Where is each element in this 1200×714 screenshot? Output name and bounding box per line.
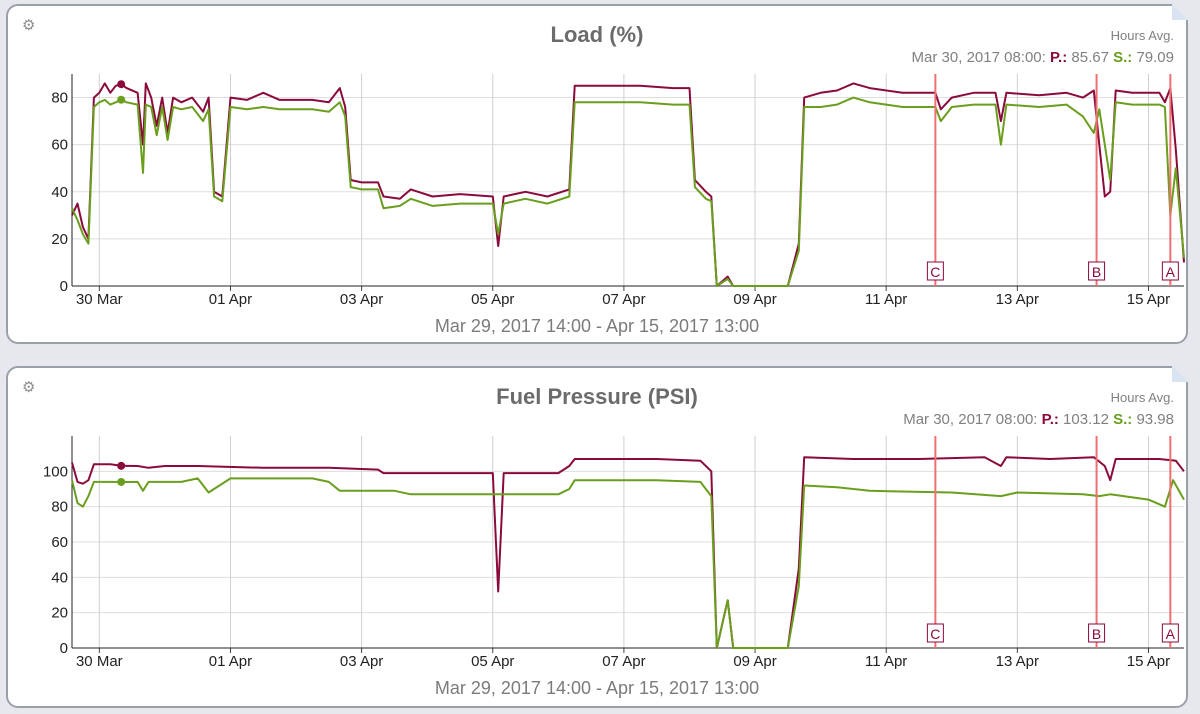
y-tick-label: 20 [51, 605, 68, 622]
load-chart-panel: ⚙ Load (%) Hours Avg. Mar 30, 2017 08:00… [6, 4, 1188, 344]
panel-corner-fold [1172, 4, 1188, 20]
x-tick-label: 11 Apr [865, 291, 907, 308]
x-tick-label: 15 Apr [1127, 291, 1170, 308]
chart-title: Fuel Pressure (PSI) [496, 384, 698, 409]
series-line-s [71, 96, 1185, 287]
highlight-point-p [117, 80, 126, 89]
event-marker-label: C [930, 264, 940, 280]
gear-icon[interactable]: ⚙ [22, 379, 36, 396]
x-tick-label: 09 Apr [733, 291, 776, 308]
readout-p-value: 103.12 [1063, 411, 1109, 428]
series-line-p [71, 456, 1185, 649]
readout-s-value: 93.98 [1136, 411, 1174, 428]
readout-s-label: S.: [1113, 49, 1133, 66]
y-tick-label: 80 [51, 90, 68, 107]
plot-area[interactable]: 0 20 40 60 80 30 Mar 01 Apr 03 Apr 05 Apr 07 Apr 0… [8, 6, 1186, 316]
readout-date: Mar 30, 2017 08:00: [903, 411, 1038, 428]
readout-p-value: 85.67 [1071, 49, 1109, 66]
y-tick-label: 0 [60, 640, 68, 657]
highlight-point-s [117, 95, 126, 104]
event-marker-box [1161, 261, 1179, 281]
readout-p-label: P.: [1049, 49, 1068, 66]
chart-title: Load (%) [550, 22, 644, 47]
date-range-label: Mar 29, 2017 14:00 - Apr 15, 2017 13:00 [434, 316, 760, 336]
aggregation-label: Hours Avg. [1110, 390, 1174, 405]
x-tick-label: 01 Apr [209, 653, 252, 670]
fuel-pressure-chart-panel: ⚙ Fuel Pressure (PSI) Hours Avg. Mar 30,… [6, 366, 1188, 708]
y-tick-label: 40 [51, 184, 68, 201]
event-marker-label: B [1092, 626, 1101, 642]
event-marker-box [1088, 623, 1106, 643]
x-tick-label: 30 Mar [76, 291, 123, 308]
series-line-p [71, 82, 1185, 287]
x-tick-label: 05 Apr [471, 291, 514, 308]
y-tick-label: 20 [51, 231, 68, 248]
readout-s-label: S.: [1113, 411, 1133, 428]
readout-s-value: 79.09 [1136, 49, 1174, 66]
panel-corner-fold [1172, 366, 1188, 382]
event-marker-box [1161, 623, 1179, 643]
series-line-s [71, 477, 1185, 649]
event-marker-label: B [1092, 264, 1101, 280]
y-tick-label: 40 [51, 569, 68, 586]
x-tick-label: 09 Apr [733, 653, 776, 670]
readout-date: Mar 30, 2017 08:00: [911, 49, 1046, 66]
y-tick-label: 60 [51, 137, 68, 154]
event-marker-label: A [1166, 626, 1176, 642]
y-tick-label: 100 [43, 463, 68, 480]
x-tick-label: 30 Mar [76, 653, 123, 670]
x-tick-label: 11 Apr [865, 653, 907, 670]
x-tick-label: 15 Apr [1127, 653, 1170, 670]
event-marker-box [926, 623, 944, 643]
hover-readout: Mar 30, 2017 08:00: P.: 85.67 S.: 79.09 [912, 49, 1174, 66]
x-tick-label: 05 Apr [471, 653, 514, 670]
y-tick-label: 60 [51, 534, 68, 551]
event-marker-box [926, 261, 944, 281]
x-tick-label: 13 Apr [996, 653, 1039, 670]
y-tick-label: 80 [51, 499, 68, 516]
hover-readout: Mar 30, 2017 08:00: P.: 103.12 S.: 93.98 [903, 411, 1174, 428]
x-tick-label: 13 Apr [996, 291, 1039, 308]
readout-p-label: P.: [1041, 411, 1059, 428]
x-tick-label: 07 Apr [602, 291, 645, 308]
plot-area[interactable]: 0 20 40 60 80 100 30 Mar 01 Apr 03 Apr 05 Apr 07 A… [8, 368, 1186, 678]
x-tick-label: 03 Apr [340, 291, 383, 308]
date-range-label: Mar 29, 2017 14:00 - Apr 15, 2017 13:00 [434, 678, 760, 698]
y-tick-label: 0 [60, 278, 68, 295]
event-marker-label: C [930, 626, 940, 642]
highlight-point-s [117, 477, 126, 486]
x-tick-label: 07 Apr [602, 653, 645, 670]
highlight-point-p [117, 461, 126, 470]
x-tick-label: 03 Apr [340, 653, 383, 670]
gear-icon[interactable]: ⚙ [22, 17, 36, 34]
event-marker-label: A [1166, 264, 1176, 280]
aggregation-label: Hours Avg. [1110, 28, 1174, 43]
event-marker-box [1088, 261, 1106, 281]
x-tick-label: 01 Apr [209, 291, 252, 308]
